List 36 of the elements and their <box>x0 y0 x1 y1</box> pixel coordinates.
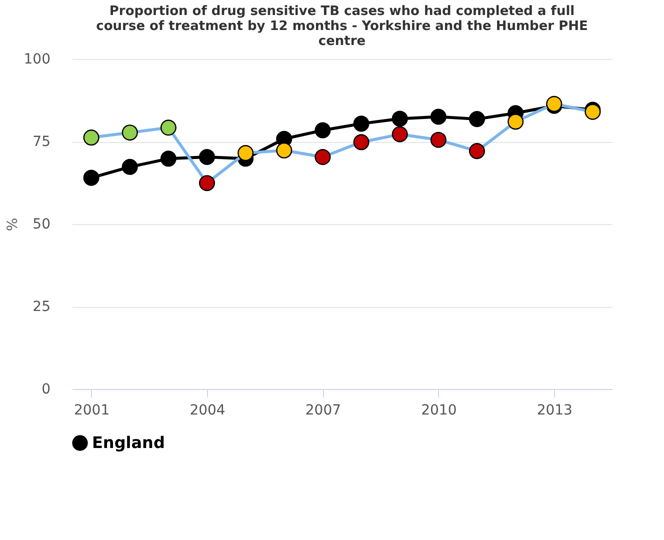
legend-label: England <box>92 433 165 452</box>
y-tick-label: 0 <box>42 382 50 398</box>
x-tick-label: 2010 <box>421 402 457 418</box>
y-tick-label: 50 <box>32 216 50 232</box>
point <box>353 116 370 132</box>
point <box>314 149 331 166</box>
text: Proportion of drug sensitive TB cases who had completed a full <box>109 4 575 19</box>
point <box>160 120 176 136</box>
point <box>198 175 216 192</box>
point <box>392 110 408 127</box>
y-axis-title: % <box>4 218 21 232</box>
point <box>122 124 138 141</box>
point <box>430 132 446 148</box>
point <box>353 134 370 150</box>
point <box>83 170 100 186</box>
x-tick-label: 2007 <box>305 402 342 418</box>
point <box>83 130 100 146</box>
point <box>468 111 486 128</box>
point <box>508 114 524 130</box>
point <box>392 126 408 142</box>
x-tick-label: 2013 <box>536 402 572 418</box>
point <box>276 142 292 158</box>
y-tick-label: 100 <box>24 52 50 68</box>
text: course of treatment by 12 months - Yorkshire and the Humber PHE <box>96 19 588 34</box>
point <box>160 150 176 167</box>
point <box>468 143 486 160</box>
text: centre <box>318 34 366 49</box>
point <box>430 108 446 125</box>
point <box>238 145 254 162</box>
point <box>198 149 216 166</box>
point <box>122 158 138 175</box>
y-tick-label: 75 <box>32 134 50 150</box>
y-tick-label: 25 <box>32 299 50 315</box>
x-tick-label: 2004 <box>190 402 226 418</box>
x-tick-label: 2001 <box>74 402 110 418</box>
point <box>314 122 331 138</box>
